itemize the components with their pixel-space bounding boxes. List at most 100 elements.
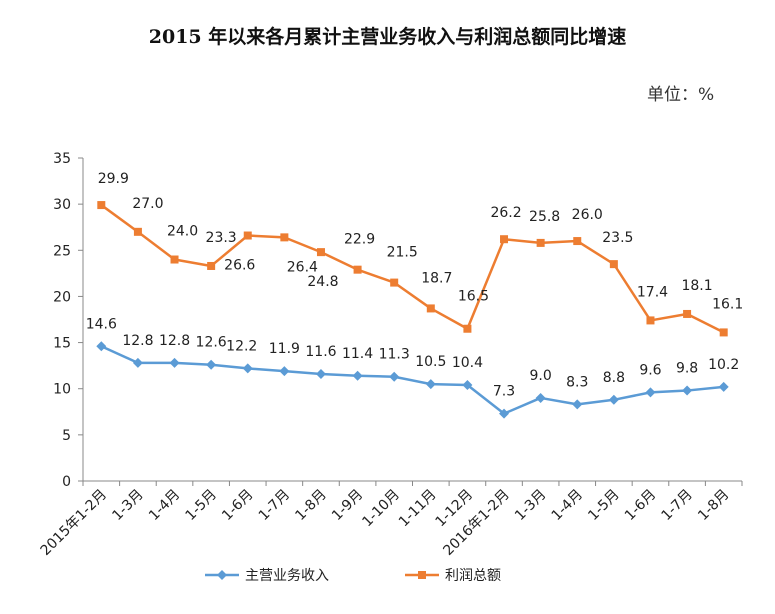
data-label: 14.6 xyxy=(86,316,117,332)
data-label: 8.3 xyxy=(566,374,588,390)
data-point xyxy=(682,385,693,396)
data-point xyxy=(352,370,363,381)
y-tick-label: 10 xyxy=(53,382,71,398)
data-point xyxy=(718,381,729,392)
data-label: 10.2 xyxy=(708,357,739,373)
data-point xyxy=(645,387,656,398)
data-point xyxy=(242,363,253,374)
data-point xyxy=(206,359,217,370)
data-point xyxy=(243,231,252,240)
y-tick-label: 35 xyxy=(53,151,71,167)
data-point xyxy=(389,371,400,382)
data-point xyxy=(316,248,325,257)
data-point xyxy=(390,278,399,287)
data-label: 18.1 xyxy=(681,278,712,294)
legend: 主营业务收入 利润总额 xyxy=(205,568,501,584)
x-tick-label: 1-5月 xyxy=(183,487,220,524)
x-tick-label: 1-6月 xyxy=(219,487,256,524)
data-label: 11.9 xyxy=(269,341,300,357)
data-label: 26.6 xyxy=(224,258,255,274)
x-tick-label: 1-11月 xyxy=(396,487,440,531)
data-point xyxy=(463,324,472,333)
data-point xyxy=(96,341,107,352)
data-point xyxy=(280,233,289,242)
data-label: 24.0 xyxy=(167,224,198,240)
x-tick-label: 1-5月 xyxy=(585,487,622,524)
data-point xyxy=(646,316,655,325)
x-tick-label: 1-3月 xyxy=(109,487,146,524)
data-label: 25.8 xyxy=(529,209,560,225)
x-tick-label: 1-4月 xyxy=(146,487,183,524)
data-point xyxy=(97,201,106,210)
data-point xyxy=(572,399,583,410)
x-tick-label: 1-6月 xyxy=(622,487,659,524)
data-label: 11.4 xyxy=(342,346,373,362)
data-label: 9.8 xyxy=(676,361,698,377)
data-label: 24.8 xyxy=(307,274,338,290)
data-label: 12.2 xyxy=(226,338,257,354)
legend-label: 利润总额 xyxy=(445,568,501,584)
data-label: 27.0 xyxy=(132,196,163,212)
series-layer xyxy=(96,201,729,419)
x-tick-label: 1-7月 xyxy=(256,487,293,524)
x-tick-label: 2015年1-2月 xyxy=(38,487,110,559)
data-point xyxy=(536,238,545,247)
legend-label: 主营业务收入 xyxy=(245,568,329,584)
data-label: 23.5 xyxy=(602,230,633,246)
data-point xyxy=(683,309,692,318)
data-label: 21.5 xyxy=(387,245,418,261)
data-label: 7.3 xyxy=(493,384,515,400)
y-tick-label: 15 xyxy=(53,336,71,352)
data-point xyxy=(609,260,618,269)
data-label: 17.4 xyxy=(637,284,668,300)
unit-label: 单位：% xyxy=(647,85,715,105)
chart-title: 2015 年以来各月累计主营业务收入与利润总额同比增速 xyxy=(148,26,627,48)
data-label: 11.3 xyxy=(379,347,410,363)
data-point xyxy=(132,357,143,368)
data-point xyxy=(535,392,546,403)
x-tick-label: 1-10月 xyxy=(359,487,403,531)
data-label: 26.2 xyxy=(490,205,521,221)
data-label: 10.5 xyxy=(415,354,446,370)
data-point xyxy=(170,255,179,264)
x-tick-label: 1-8月 xyxy=(292,487,329,524)
x-tick-label: 1-8月 xyxy=(695,487,732,524)
data-point xyxy=(425,379,436,390)
data-label: 23.3 xyxy=(206,230,237,246)
data-point xyxy=(462,380,473,391)
legend-marker xyxy=(418,571,426,579)
data-label: 12.6 xyxy=(196,335,227,351)
y-tick-label: 30 xyxy=(53,197,71,213)
y-tick-label: 5 xyxy=(62,428,71,444)
series-line-1 xyxy=(100,204,725,334)
legend-marker xyxy=(217,570,227,580)
data-label: 8.8 xyxy=(603,370,625,386)
data-point xyxy=(169,357,180,368)
data-label: 11.6 xyxy=(305,344,336,360)
data-point xyxy=(315,368,326,379)
y-tick-label: 25 xyxy=(53,243,71,259)
data-point xyxy=(353,265,362,274)
data-label: 9.0 xyxy=(530,368,552,384)
x-tick-label: 1-4月 xyxy=(549,487,586,524)
data-label: 16.5 xyxy=(458,289,489,305)
labels-layer: 14.6 12.8 12.8 12.6 12.2 11.9 11.6 11.4 11.3 10.5… xyxy=(86,171,744,400)
data-point xyxy=(279,366,290,377)
data-label: 16.1 xyxy=(712,296,743,312)
data-label: 12.8 xyxy=(122,333,153,349)
data-label: 12.8 xyxy=(159,333,190,349)
data-label: 9.6 xyxy=(639,362,661,378)
data-point xyxy=(573,237,582,246)
x-tick-label: 1-3月 xyxy=(512,487,549,524)
data-point xyxy=(426,304,435,313)
data-point xyxy=(608,394,619,405)
data-point xyxy=(499,408,510,419)
series-line-0 xyxy=(100,345,724,415)
data-label: 26.4 xyxy=(287,259,318,275)
y-tick-label: 0 xyxy=(62,474,71,490)
x-tick-label: 1-7月 xyxy=(659,487,696,524)
data-point xyxy=(719,328,728,337)
data-point xyxy=(133,227,142,236)
data-label: 10.4 xyxy=(452,355,483,371)
